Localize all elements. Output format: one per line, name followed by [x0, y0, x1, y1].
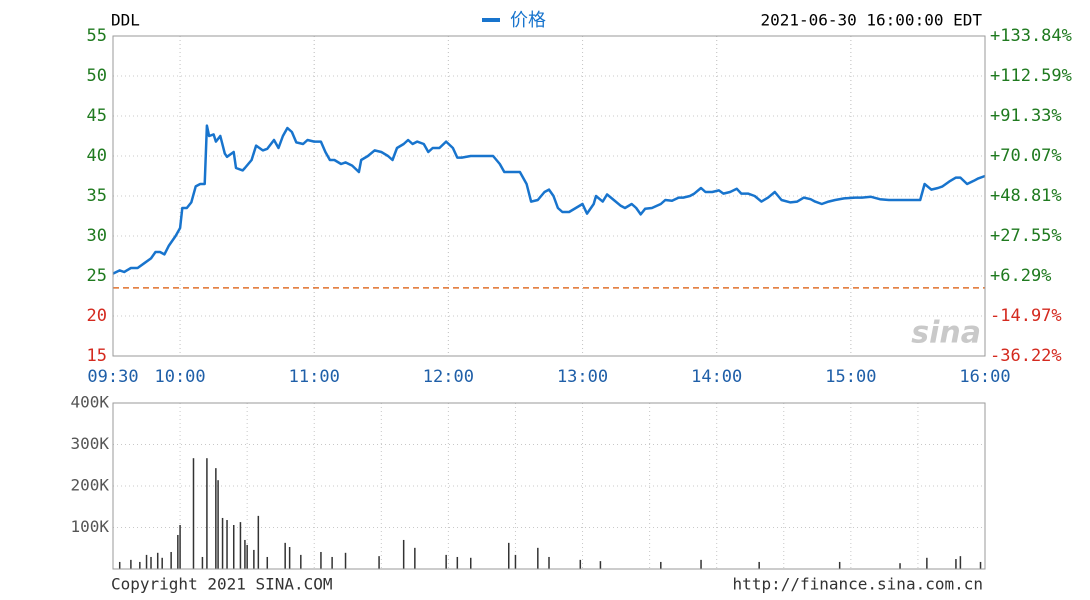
volume-bar: [955, 559, 957, 569]
volume-bar: [402, 539, 405, 569]
y-tick-label: 50: [87, 66, 107, 86]
y2-tick-label: +91.33%: [990, 106, 1062, 126]
volume-bar: [537, 547, 539, 569]
x-tick-label: 12:00: [423, 367, 474, 387]
volume-bar: [320, 551, 322, 569]
volume-bar: [700, 559, 702, 569]
y2-tick-label: +27.55%: [990, 226, 1062, 246]
y-tick-label: 35: [87, 186, 107, 206]
volume-bar: [378, 556, 380, 569]
price-line: [112, 124, 986, 275]
volume-bar: [469, 557, 472, 569]
y-tick-label: 100K: [70, 517, 109, 536]
volume-bar: [170, 551, 172, 569]
y2-tick-label: +112.59%: [990, 66, 1072, 86]
volume-bar: [232, 525, 235, 569]
source-url[interactable]: http://finance.sina.com.cn: [733, 575, 983, 594]
y2-tick-label: -36.22%: [990, 346, 1062, 366]
y2-tick-label: +48.81%: [990, 186, 1062, 206]
volume-bar: [266, 556, 269, 569]
x-tick-label: 11:00: [289, 367, 340, 387]
volume-bar: [331, 556, 333, 569]
volume-bar: [201, 556, 204, 569]
volume-bar: [156, 552, 159, 569]
x-tick-label: 13:00: [557, 367, 608, 387]
y2-tick-label: +6.29%: [990, 266, 1051, 286]
volume-bar: [130, 559, 132, 569]
volume-bar: [150, 556, 152, 569]
x-tick-label: 16:00: [959, 367, 1010, 387]
volume-bar: [118, 561, 121, 569]
y2-tick-label: -14.97%: [990, 306, 1062, 326]
y-tick-label: 45: [87, 106, 107, 126]
volume-bar: [244, 539, 246, 569]
volume-bar: [192, 458, 195, 569]
volume-bar: [139, 561, 141, 569]
volume-bar: [445, 554, 447, 569]
x-tick-label: 14:00: [691, 367, 742, 387]
y-tick-label: 20: [87, 306, 107, 326]
y2-tick-label: +70.07%: [990, 146, 1062, 166]
volume-bar: [215, 468, 217, 569]
y-tick-label: 300K: [70, 434, 109, 453]
volume-bar: [206, 458, 208, 569]
y-tick-label: 15: [87, 346, 107, 366]
volume-bar: [514, 554, 517, 569]
y-tick-label: 30: [87, 226, 107, 246]
volume-bar: [179, 525, 181, 569]
panel-frame: [112, 35, 986, 357]
volume-bar: [288, 547, 291, 569]
volume-bar: [899, 563, 901, 569]
volume-bar: [599, 561, 602, 569]
volume-bar: [221, 517, 224, 569]
volume-bar: [284, 542, 286, 569]
volume-bar: [239, 522, 242, 569]
volume-bar: [926, 557, 928, 569]
volume-bar: [300, 554, 302, 569]
y-tick-label: 55: [87, 26, 107, 46]
panel-frame: [112, 402, 986, 570]
volume-bar: [226, 520, 228, 569]
volume-bar: [508, 542, 510, 569]
volume-bar: [257, 515, 260, 569]
volume-bar: [344, 552, 347, 569]
volume-bar: [414, 547, 416, 569]
x-tick-label: 15:00: [825, 367, 876, 387]
watermark: sina: [911, 316, 981, 351]
volume-bar: [145, 554, 148, 569]
y-tick-label: 25: [87, 266, 107, 286]
volume-bar: [246, 544, 248, 569]
volume-bar: [579, 559, 582, 569]
volume-bar: [177, 534, 179, 569]
volume-bar: [456, 556, 459, 569]
chart-title: DDL: [111, 11, 140, 30]
volume-bar: [758, 561, 760, 569]
copyright: Copyright 2021 SINA.COM: [111, 575, 333, 594]
volume-bar: [548, 556, 550, 569]
x-tick-label: 10:00: [154, 367, 205, 387]
volume-bar: [959, 556, 962, 569]
y2-tick-label: +133.84%: [990, 26, 1072, 46]
volume-bar: [838, 561, 841, 569]
volume-bar: [660, 561, 662, 569]
y-tick-label: 200K: [70, 476, 109, 495]
volume-bar: [217, 480, 219, 569]
x-tick-label: 09:30: [87, 367, 138, 387]
volume-bar: [253, 549, 255, 569]
volume-bar: [979, 561, 982, 569]
legend-label[interactable]: 价格: [510, 10, 546, 31]
volume-bar: [161, 557, 163, 569]
timestamp: 2021-06-30 16:00:00 EDT: [760, 11, 982, 30]
y-tick-label: 40: [87, 146, 107, 166]
y-tick-label: 400K: [70, 393, 109, 412]
